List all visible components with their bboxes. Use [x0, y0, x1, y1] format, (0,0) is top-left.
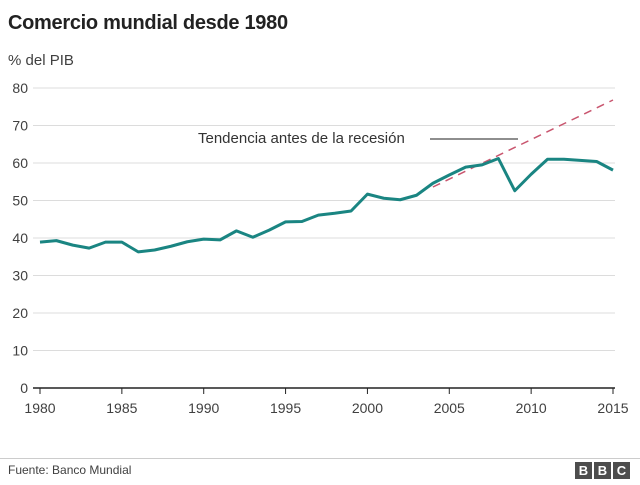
x-tick-label: 1980: [24, 400, 55, 416]
y-tick-label: 30: [12, 268, 28, 284]
trend-line: [432, 99, 614, 188]
y-axis-label: % del PIB: [8, 52, 74, 69]
y-tick-label: 70: [12, 118, 28, 134]
bbc-logo-letter: B: [594, 462, 611, 479]
x-tick-label: 1985: [106, 400, 137, 416]
y-tick-label: 10: [12, 343, 28, 359]
y-tick-label: 20: [12, 305, 28, 321]
y-tick-label: 50: [12, 193, 28, 209]
chart-title: Comercio mundial desde 1980: [8, 12, 288, 34]
x-tick-label: 2010: [516, 400, 547, 416]
y-tick-label: 80: [12, 80, 28, 96]
footer-divider: [0, 458, 640, 459]
annotation-label: Tendencia antes de la recesión: [198, 130, 405, 147]
x-tick-label: 1995: [270, 400, 301, 416]
x-tick-label: 2015: [597, 400, 628, 416]
bbc-logo-letter: B: [575, 462, 592, 479]
y-tick-label: 0: [20, 380, 28, 396]
x-tick-label: 2005: [434, 400, 465, 416]
y-tick-label: 40: [12, 230, 28, 246]
y-tick-label: 60: [12, 155, 28, 171]
x-tick-label: 1990: [188, 400, 219, 416]
x-tick-label: 2000: [352, 400, 383, 416]
bbc-logo-letter: C: [613, 462, 630, 479]
trade-line: [39, 157, 614, 254]
source-note: Fuente: Banco Mundial: [8, 463, 132, 477]
bbc-logo: B B C: [575, 462, 630, 479]
